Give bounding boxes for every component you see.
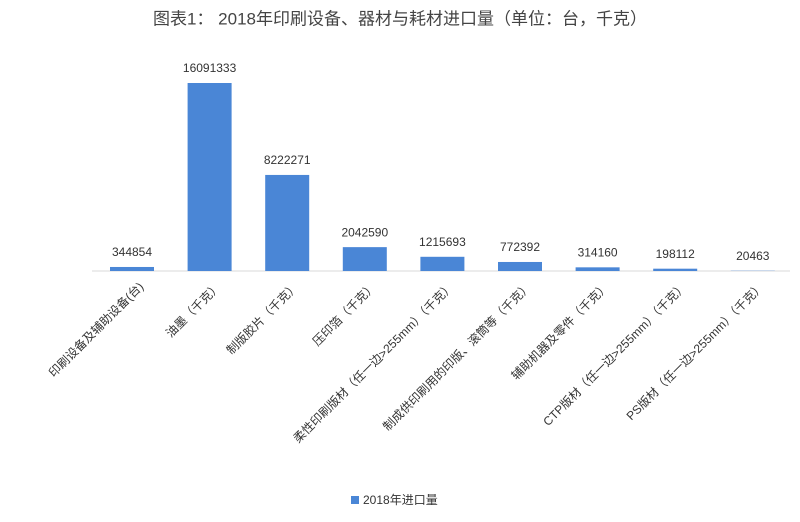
data-label: 314160 — [578, 246, 618, 260]
legend-swatch — [351, 496, 359, 504]
data-label: 772392 — [500, 240, 540, 254]
bar — [498, 261, 542, 271]
x-tick-label: 压印箔（千克） — [309, 279, 379, 349]
data-label: 16091333 — [183, 61, 237, 75]
data-label: 8222271 — [264, 153, 311, 167]
bar — [342, 247, 387, 271]
legend-label: 2018年进口量 — [363, 493, 438, 507]
bar — [420, 256, 465, 271]
bar — [575, 267, 620, 271]
data-label: 344854 — [112, 245, 152, 259]
data-label: 1215693 — [419, 235, 466, 249]
data-label: 2042590 — [341, 225, 388, 239]
x-tick-label: 油墨（千克） — [163, 279, 224, 340]
bar — [653, 268, 698, 271]
data-label: 198112 — [656, 247, 695, 261]
x-tick-label: 制版胶片（千克） — [223, 279, 301, 357]
x-tick-label: CTP版材（任一边>255mm）（千克） — [540, 279, 689, 428]
x-tick-label: PS版材（任一边>255mm）（千克） — [624, 279, 768, 423]
bar — [265, 174, 310, 271]
bar — [187, 83, 232, 271]
x-tick-label: 制成供印刷用的印版、滚筒等（千克） — [379, 279, 534, 434]
x-tick-label: 印刷设备及辅助设备(台) — [45, 279, 146, 380]
bar — [110, 266, 154, 271]
x-tick-label: 柔性印刷版材（任一边>255mm）（千克） — [291, 279, 457, 445]
data-label: 20463 — [736, 249, 770, 263]
chart-title: 图表1： 2018年印刷设备、器材与耗材进口量（单位：台，千克） — [153, 9, 647, 28]
